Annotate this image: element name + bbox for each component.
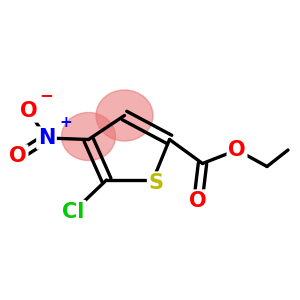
Text: S: S	[148, 173, 164, 193]
Text: N: N	[38, 128, 55, 148]
Text: O: O	[20, 101, 37, 121]
Text: Cl: Cl	[62, 202, 85, 221]
Text: O: O	[228, 140, 246, 160]
Ellipse shape	[61, 112, 116, 160]
Text: O: O	[189, 191, 207, 211]
Text: O: O	[9, 146, 27, 166]
Text: −: −	[39, 86, 53, 104]
Ellipse shape	[96, 90, 153, 141]
Text: +: +	[60, 116, 72, 130]
